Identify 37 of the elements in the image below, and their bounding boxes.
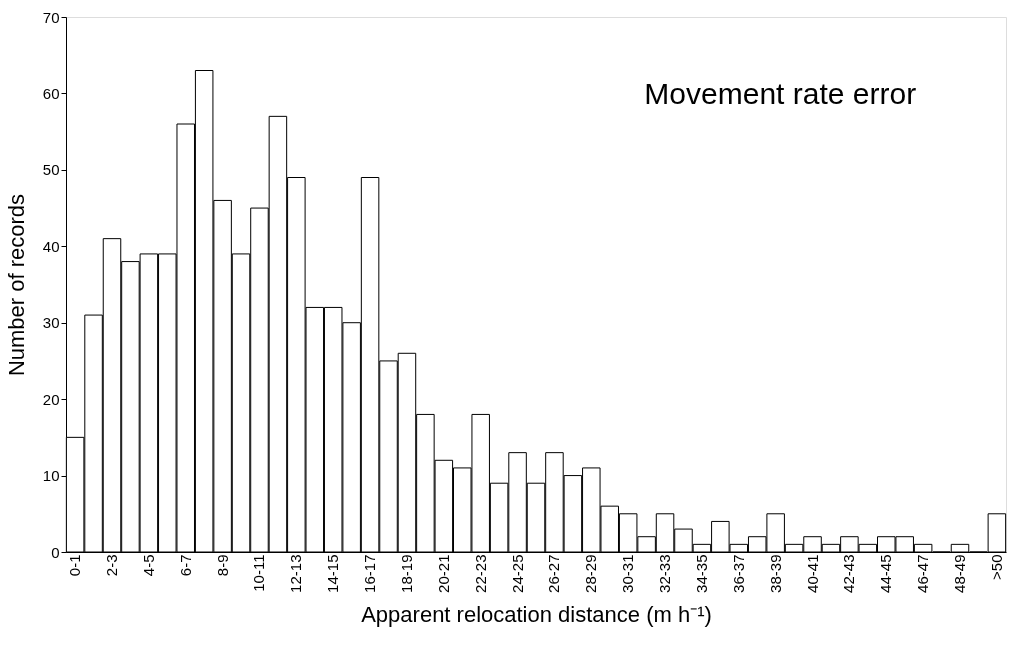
y-axis-title: Number of records xyxy=(3,193,29,377)
y-tick-label: 60 xyxy=(42,84,60,102)
x-tick-label: 6-7 xyxy=(176,554,194,577)
x-tick-label: 20-21 xyxy=(434,554,452,593)
y-tick-label: 40 xyxy=(42,237,60,255)
x-tick-label: 12-13 xyxy=(287,554,305,593)
x-tick-label: 48-49 xyxy=(951,554,968,593)
x-tick-label: 16-17 xyxy=(361,554,379,593)
x-tick-label: 8-9 xyxy=(213,554,231,577)
y-tick-label: 0 xyxy=(51,543,60,561)
x-tick-label: 46-47 xyxy=(914,554,932,593)
x-tick-label: 22-23 xyxy=(471,554,489,593)
y-tick-label: 20 xyxy=(42,390,60,408)
x-tick-label: 14-15 xyxy=(324,554,342,593)
x-tick-label: 32-33 xyxy=(656,554,674,593)
x-tick-label: 10-11 xyxy=(250,554,268,592)
y-tick-label: 70 xyxy=(42,8,60,26)
x-tick-label: 2-3 xyxy=(103,554,120,577)
x-tick-label: 28-29 xyxy=(582,554,600,593)
x-tick-label: 34-35 xyxy=(692,554,710,593)
y-tick-label: 50 xyxy=(42,161,60,179)
x-tick-label: 44-45 xyxy=(877,554,895,593)
x-axis-title: Apparent relocation distance (m h⁻¹) xyxy=(361,601,712,627)
x-tick-label: 24-25 xyxy=(508,554,526,593)
x-tick-label: 36-37 xyxy=(729,554,747,593)
x-tick-label: 18-19 xyxy=(397,554,415,593)
x-tick-label: 4-5 xyxy=(139,554,157,577)
x-tick-label: 26-27 xyxy=(545,554,563,593)
x-tick-label: 30-31 xyxy=(619,554,637,593)
x-tick-label: 0-1 xyxy=(66,554,84,577)
y-tick-label: 30 xyxy=(42,314,60,332)
x-tick-label: 38-39 xyxy=(766,554,784,593)
y-tick-label: 10 xyxy=(42,467,60,485)
x-tick-label: >50 xyxy=(987,554,1005,580)
text: Movement rate error xyxy=(644,77,917,110)
x-tick-label: 40-41 xyxy=(803,554,821,593)
x-tick-label: 42-43 xyxy=(840,554,858,593)
